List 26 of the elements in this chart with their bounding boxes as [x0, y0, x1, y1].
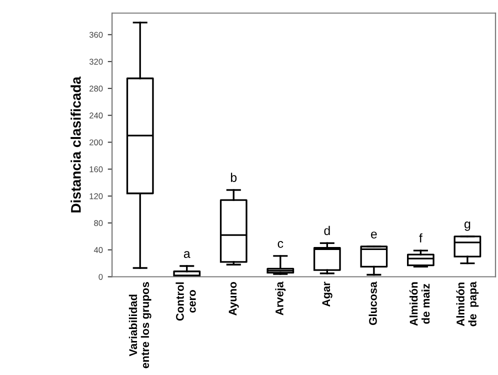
y-tick-label: 160: [90, 166, 103, 172]
annotation: g: [464, 222, 470, 231]
x-tick-label: Almidón de papa: [456, 282, 479, 326]
x-tick-label: Almidón de maiz: [409, 282, 430, 326]
annotation: b: [230, 172, 237, 182]
annotation: e: [370, 232, 377, 238]
y-tick-label: 320: [89, 58, 103, 65]
annotation: f: [419, 233, 422, 242]
annotation: d: [324, 226, 330, 236]
x-tick-label: Ayuno: [228, 282, 239, 316]
x-tick-label: Glucosa: [368, 282, 377, 325]
annotation: c: [278, 241, 284, 248]
y-axis-title: Distancia clasificada: [70, 76, 81, 212]
x-tick-label: Arveja: [275, 282, 286, 316]
y-tick-label: 40: [94, 247, 103, 253]
annotation: a: [184, 251, 190, 258]
y-tick-label: 360: [89, 32, 103, 38]
y-tick-label: 200: [90, 139, 103, 146]
x-tick-label: Agar: [322, 282, 332, 307]
x-tick-label: Variabilidad entre los grupos: [128, 282, 152, 368]
y-tick-label: 280: [90, 86, 103, 92]
x-tick-label: Control cero: [176, 282, 196, 321]
y-tick-label: 0: [98, 274, 103, 280]
y-tick-label: 80: [94, 220, 103, 226]
y-tick-label: 120: [90, 193, 103, 200]
y-tick-label: 240: [90, 112, 103, 118]
